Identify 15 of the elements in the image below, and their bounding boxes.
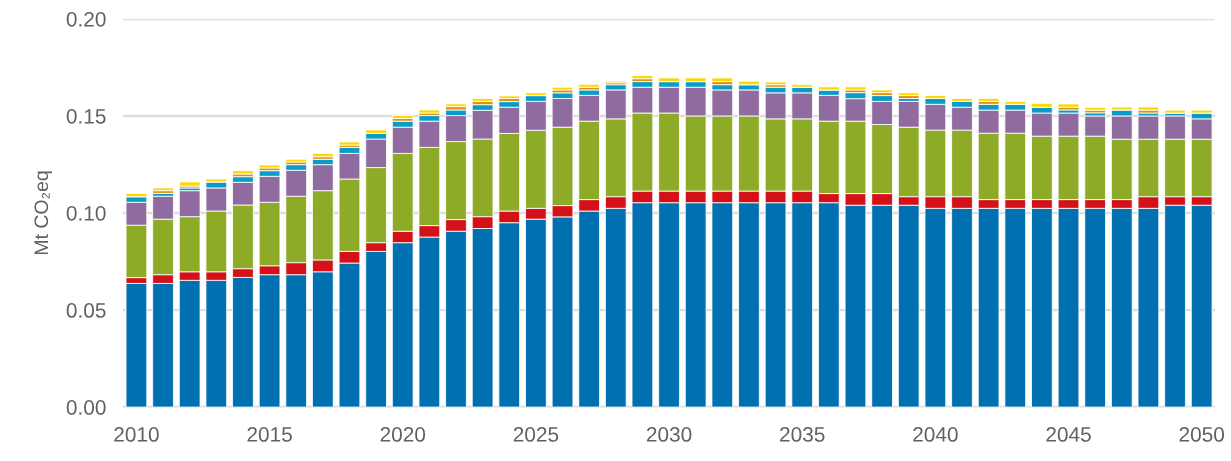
x-tick-label: 2020: [380, 427, 426, 442]
y-tick-label: 0.05: [66, 303, 106, 318]
x-tick-label: 2015: [247, 427, 292, 442]
x-tick-label: 2040: [913, 427, 958, 442]
x-tick-label: 2010: [114, 427, 159, 442]
x-tick-label: 2025: [513, 427, 559, 442]
y-axis-title: Mt CO₂eq: [34, 171, 52, 255]
y-tick-label: 0.00: [66, 400, 106, 415]
x-tick-label: 2050: [1179, 427, 1225, 442]
y-tick-label: 0.15: [66, 108, 106, 124]
y-tick-label: 0.10: [66, 205, 106, 221]
x-tick-label: 2030: [646, 427, 692, 442]
y-tick-label: 0.20: [66, 11, 106, 27]
x-tick-label: 2045: [1046, 427, 1091, 442]
x-tick-label: 2035: [780, 427, 825, 442]
